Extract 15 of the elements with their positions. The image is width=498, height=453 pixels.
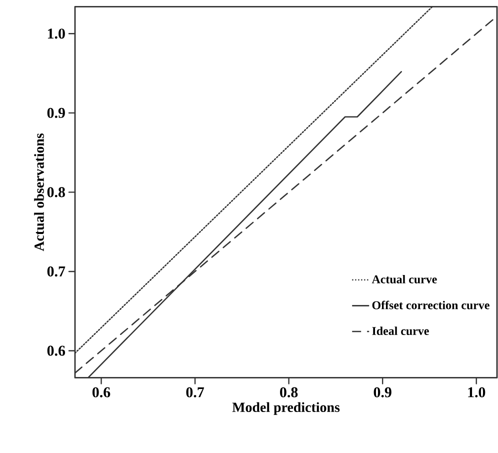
y-tick-label: 1.0 <box>48 28 65 39</box>
legend-label: Offset correction curve <box>372 300 490 310</box>
y-tick-label: 0.8 <box>47 187 65 198</box>
y-axis-title: Actual observations <box>34 133 44 252</box>
x-tick-label: 0.8 <box>280 387 298 398</box>
legend-label: Actual curve <box>372 274 437 284</box>
y-tick-label: 0.9 <box>47 108 65 118</box>
x-tick-label: 1.0 <box>468 387 486 398</box>
x-tick-label: 0.7 <box>186 387 204 398</box>
x-tick-label: 0.9 <box>374 387 392 398</box>
x-tick-label: 0.6 <box>92 387 110 398</box>
x-axis-title: Model predictions <box>232 402 340 415</box>
y-tick-label: 0.6 <box>47 346 66 356</box>
legend-label: Ideal curve <box>372 326 429 336</box>
y-tick-label: 0.7 <box>47 266 66 277</box>
